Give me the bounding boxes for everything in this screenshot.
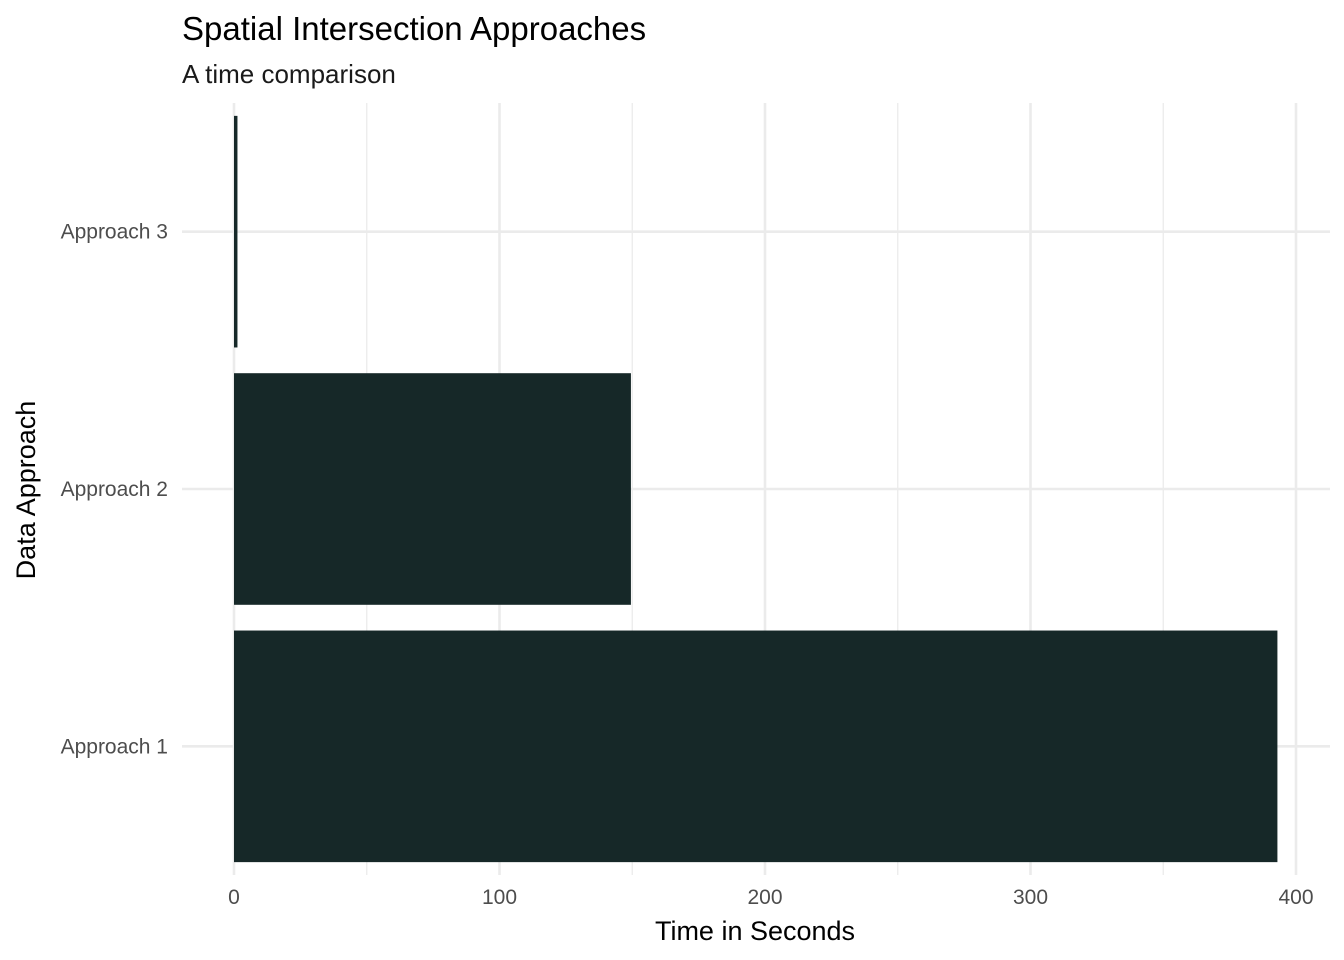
y-axis-title: Data Approach [11,401,41,580]
x-tick-label: 100 [482,886,517,909]
bar-approach-2 [234,373,631,605]
y-axis-tick-labels: Approach 1 Approach 2 Approach 3 [61,221,168,759]
chart-subtitle: A time comparison [182,59,396,89]
x-axis-title: Time in Seconds [655,916,855,946]
x-axis-tick-labels: 0 100 200 300 400 [228,886,1313,909]
bars [234,115,1278,863]
y-tick-label: Approach 2 [61,478,168,501]
bar-approach-1 [234,630,1278,863]
chart-title: Spatial Intersection Approaches [182,10,646,47]
x-tick-label: 200 [747,886,782,909]
x-tick-label: 300 [1013,886,1048,909]
x-tick-label: 400 [1278,886,1313,909]
bar-approach-3 [234,115,238,348]
x-tick-label: 0 [228,886,240,909]
y-tick-label: Approach 1 [61,735,168,758]
y-tick-label: Approach 3 [61,221,168,244]
